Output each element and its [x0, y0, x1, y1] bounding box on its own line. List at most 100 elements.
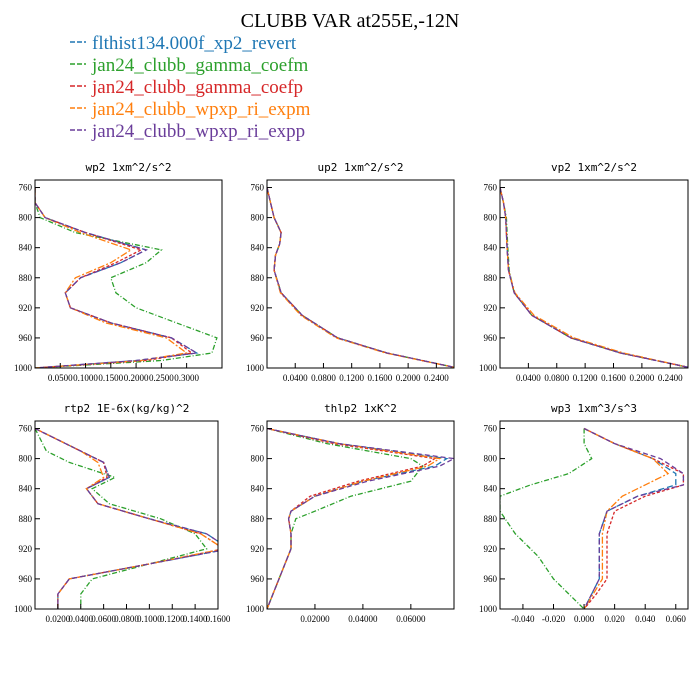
x-tick-label: 0.2400 — [658, 373, 683, 383]
series-line-3 — [500, 187, 688, 368]
x-tick-label: 0.060 — [666, 614, 687, 624]
series-line-0 — [267, 187, 454, 368]
panel-1: up2 1xm^2/s^2 760 800 840 880 920 960 1000 0.040… — [246, 161, 455, 383]
series-line-2 — [267, 427, 437, 609]
x-tick-label: 0.1200 — [573, 373, 598, 383]
y-tick-label: 760 — [251, 424, 265, 434]
series-line-2 — [500, 187, 688, 368]
y-tick-label: 920 — [251, 303, 265, 313]
plot-frame — [34, 420, 219, 610]
y-tick-label: 1000 — [479, 604, 498, 614]
y-tick-label: 840 — [19, 243, 33, 253]
x-tick-label: 0.2000 — [630, 373, 655, 383]
legend: flthist134.000f_xp2_revert jan24_clubb_g… — [70, 33, 311, 142]
y-tick-label: 960 — [251, 333, 265, 343]
y-tick-label: 800 — [19, 213, 33, 223]
y-tick-label: 1000 — [14, 604, 33, 614]
x-tick-label: 0.0800 — [544, 373, 569, 383]
plot-frame — [266, 420, 455, 610]
x-tick-label: 0.0400 — [516, 373, 541, 383]
x-tick-label: 0.1500 — [98, 373, 123, 383]
y-tick-label: 920 — [19, 544, 33, 554]
x-tick-label: 0.2400 — [424, 373, 449, 383]
y-tick-label: 760 — [484, 183, 498, 193]
x-tick-label: 0.0800 — [311, 373, 336, 383]
y-tick-label: 840 — [251, 484, 265, 494]
panel-2: vp2 1xm^2/s^2 760 800 840 880 920 960 1000 0.040… — [479, 161, 689, 383]
plot-frame — [266, 179, 455, 369]
x-tick-label: 0.1200 — [339, 373, 364, 383]
series-line-4 — [500, 187, 688, 368]
y-tick-label: 800 — [19, 454, 33, 464]
y-tick-label: 800 — [484, 213, 498, 223]
x-tick-label: 0.000 — [574, 614, 595, 624]
x-tick-label: 0.1600 — [206, 614, 231, 624]
series-line-3 — [583, 427, 670, 609]
panel-title: vp2 1xm^2/s^2 — [551, 161, 637, 174]
x-tick-label: 0.0800 — [114, 614, 139, 624]
y-tick-label: 1000 — [479, 363, 498, 373]
panels: wp2 1xm^2/s^2 760 800 840 880 920 960 1000 0.050… — [14, 161, 689, 624]
y-tick-label: 960 — [484, 574, 498, 584]
series-line-4 — [35, 427, 218, 609]
plot-frame — [499, 420, 689, 610]
legend-label-2: jan24_clubb_gamma_coefp — [91, 77, 303, 98]
x-tick-label: 0.1000 — [73, 373, 98, 383]
x-tick-label: 0.0200 — [46, 614, 71, 624]
y-tick-label: 960 — [251, 574, 265, 584]
y-tick-label: 1000 — [246, 363, 265, 373]
series-line-4 — [35, 187, 199, 368]
series-group — [500, 187, 688, 368]
y-tick-label: 760 — [19, 183, 33, 193]
y-tick-label: 840 — [251, 243, 265, 253]
x-tick-label: 0.2000 — [396, 373, 421, 383]
y-tick-label: 960 — [19, 333, 33, 343]
y-tick-label: 920 — [19, 303, 33, 313]
series-line-2 — [583, 427, 685, 609]
figure-title: CLUBB VAR at255E,-12N — [241, 10, 460, 32]
series-line-1 — [500, 187, 688, 368]
y-tick-label: 960 — [484, 333, 498, 343]
panel-0: wp2 1xm^2/s^2 760 800 840 880 920 960 1000 0.050… — [14, 161, 223, 383]
y-tick-label: 880 — [251, 273, 265, 283]
series-line-4 — [583, 427, 685, 609]
series-group — [267, 187, 454, 368]
series-line-2 — [35, 187, 194, 368]
y-tick-label: 760 — [484, 424, 498, 434]
x-tick-label: 0.0400 — [68, 614, 93, 624]
series-line-1 — [267, 187, 454, 368]
x-tick-label: 0.1000 — [137, 614, 162, 624]
y-tick-label: 800 — [251, 213, 265, 223]
series-line-1 — [500, 428, 593, 609]
legend-label-0: flthist134.000f_xp2_revert — [92, 33, 297, 54]
series-group — [500, 427, 685, 609]
series-line-0 — [267, 427, 449, 609]
x-tick-label: 0.0500 — [48, 373, 73, 383]
y-tick-label: 1000 — [14, 363, 33, 373]
panel-title: up2 1xm^2/s^2 — [317, 161, 403, 174]
panel-title: wp2 1xm^2/s^2 — [85, 161, 171, 174]
x-tick-label: 0.1200 — [160, 614, 185, 624]
panel-title: thlp2 1xK^2 — [324, 402, 397, 415]
x-tick-label: 0.02000 — [300, 614, 330, 624]
series-line-3 — [35, 187, 189, 368]
y-tick-label: 840 — [484, 243, 498, 253]
series-line-3 — [35, 427, 218, 609]
x-tick-label: 0.040 — [635, 614, 656, 624]
panel-3: rtp2 1E-6x(kg/kg)^2 760 800 840 880 920 960 100… — [14, 402, 231, 624]
series-line-1 — [35, 428, 208, 609]
panel-title: wp3 1xm^3/s^3 — [551, 402, 637, 415]
y-tick-label: 760 — [19, 424, 33, 434]
x-tick-label: 0.2000 — [124, 373, 149, 383]
panel-5: wp3 1xm^3/s^3 760 800 840 880 920 960 1000 -0.04… — [479, 402, 689, 624]
panel-4: thlp2 1xK^2 760 800 840 880 920 960 1000 0.02000… — [246, 402, 455, 624]
y-tick-label: 1000 — [246, 604, 265, 614]
series-group — [35, 187, 218, 368]
legend-label-4: jan24_clubb_wpxp_ri_expp — [91, 121, 305, 142]
y-tick-label: 920 — [484, 303, 498, 313]
x-tick-label: 0.04000 — [348, 614, 378, 624]
series-line-2 — [35, 427, 218, 609]
x-tick-label: 0.0400 — [283, 373, 308, 383]
plot-frame — [499, 179, 689, 369]
